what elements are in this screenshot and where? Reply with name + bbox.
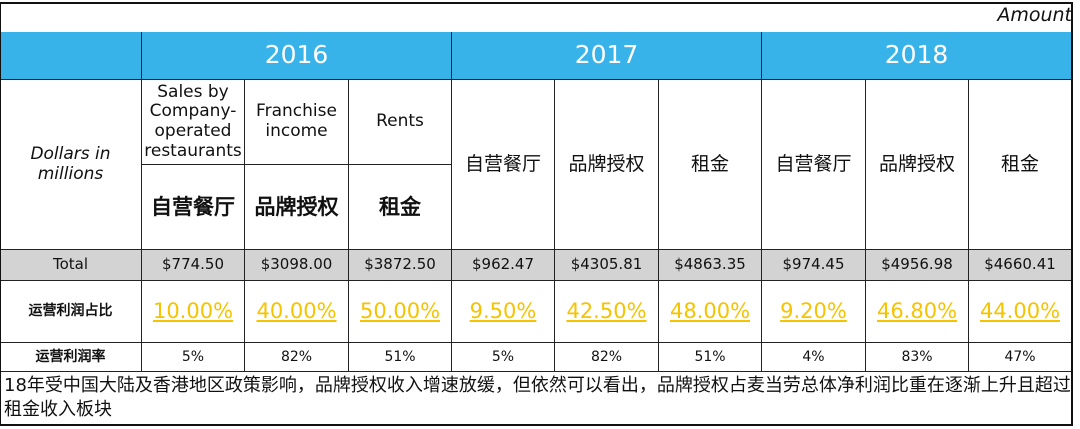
row-label: 运营利润率 — [0, 343, 142, 372]
column-header: 品牌授权 — [866, 80, 969, 250]
table-cell: 9.20% — [762, 281, 866, 343]
year-header: 2018 — [762, 32, 1072, 80]
table-cell: 51% — [349, 343, 452, 372]
table-cell: 5% — [142, 343, 245, 372]
row-label: 运营利润占比 — [0, 281, 142, 343]
english-label: Rents — [349, 80, 452, 165]
column-header: 品牌授权 — [245, 165, 349, 250]
column-header: 自营餐厅 — [762, 80, 866, 250]
column-header: 租金 — [349, 165, 452, 250]
table-cell: 51% — [659, 343, 762, 372]
table-cell: $4660.41 — [969, 250, 1072, 281]
table-cell: $4956.98 — [866, 250, 969, 281]
english-label: Sales by Company-operated restaurants — [142, 80, 245, 165]
year-header: 2016 — [142, 32, 452, 80]
english-label: Franchise income — [245, 80, 349, 165]
table-cell: 50.00% — [349, 281, 452, 343]
table-cell: 82% — [245, 343, 349, 372]
table-cell: $3872.50 — [349, 250, 452, 281]
footer-note: 18年受中国大陆及香港地区政策影响，品牌授权收入增速放缓，但依然可以看出，品牌授… — [4, 375, 1071, 420]
row-label: Total — [0, 250, 142, 281]
table-cell: 4% — [762, 343, 866, 372]
table-cell: 5% — [452, 343, 555, 372]
table-cell: 9.50% — [452, 281, 555, 343]
column-header: 租金 — [969, 80, 1072, 250]
table-cell: 10.00% — [142, 281, 245, 343]
column-header: 租金 — [659, 80, 762, 250]
column-header: 品牌授权 — [555, 80, 659, 250]
table-cell: 44.00% — [969, 281, 1072, 343]
table-cell: 82% — [555, 343, 659, 372]
table-cell: 42.50% — [555, 281, 659, 343]
corner-blue — [0, 32, 142, 80]
table-cell: 47% — [969, 343, 1072, 372]
table-cell: $962.47 — [452, 250, 555, 281]
table-cell: 48.00% — [659, 281, 762, 343]
table-cell: 40.00% — [245, 281, 349, 343]
table-cell: $974.45 — [762, 250, 866, 281]
corner-label: Dollars in millions — [0, 80, 142, 250]
table-cell: $3098.00 — [245, 250, 349, 281]
column-header: 自营餐厅 — [452, 80, 555, 250]
table-cell: $4305.81 — [555, 250, 659, 281]
unit-label: Amount — [997, 4, 1072, 26]
year-header: 2017 — [452, 32, 762, 80]
table-cell: $4863.35 — [659, 250, 762, 281]
column-header: 自营餐厅 — [142, 165, 245, 250]
table-cell: 46.80% — [866, 281, 969, 343]
table-cell: $774.50 — [142, 250, 245, 281]
table-cell: 83% — [866, 343, 969, 372]
